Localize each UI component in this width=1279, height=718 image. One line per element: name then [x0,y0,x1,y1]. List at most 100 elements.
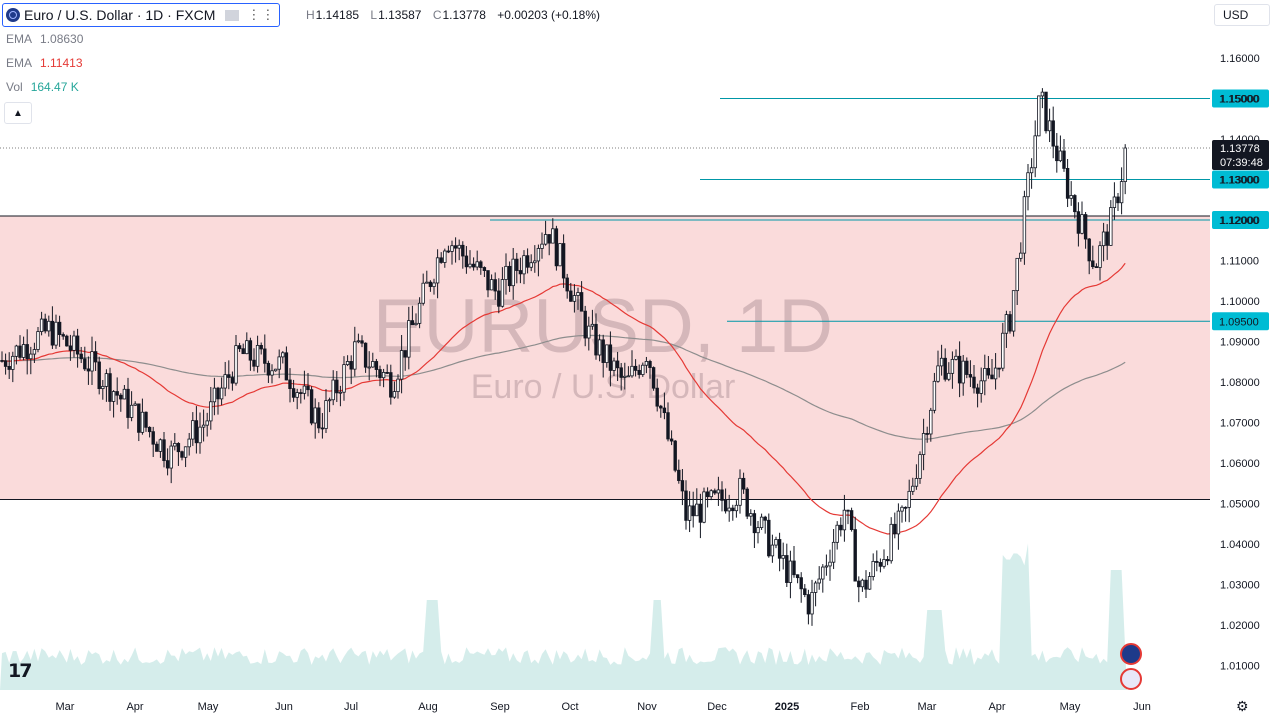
candle-body [1040,91,1045,97]
candle-body [1109,207,1113,246]
candle-body [590,323,595,327]
candle-body [540,243,544,249]
candle-body [1091,260,1095,268]
candle-body [957,355,962,384]
candle-body [57,321,62,335]
candle-body [1037,95,1041,137]
candle-body [785,555,789,583]
candle-body [97,361,101,390]
candle-body [237,345,242,350]
more-options-icon[interactable]: ⋮⋮ [247,7,276,22]
candle-body [374,361,379,370]
candle-body [1105,231,1109,246]
current-price-badge [1212,139,1269,170]
candle-body [1058,150,1063,162]
candle-body [425,281,429,284]
price-tick-label: 1.11000 [1220,256,1259,268]
candle-body [75,335,80,355]
candle-body [893,523,897,535]
current-price-label: 1.13778 [1220,143,1260,155]
candle-body [104,373,109,387]
candle-body [140,411,145,433]
ohlc-change: +0.00203 (+0.18%) [497,8,600,22]
candle-body [569,290,573,302]
volume-area [0,543,1127,690]
countdown-label: 07:39:48 [1220,157,1263,169]
candle-body [205,420,209,426]
candle-body [867,576,872,590]
indicator-ema-fast[interactable]: EMA 1.11413 [6,56,83,70]
candle-body [525,255,530,268]
candle-body [1076,211,1081,234]
candle-body [119,394,123,400]
candle-body [39,318,44,332]
candle-body [407,320,411,358]
candles [0,88,1127,626]
candle-body [47,320,51,332]
candle-body [464,255,469,268]
candle-body [414,322,418,326]
candle-body [410,320,415,326]
candle-body [1083,214,1088,240]
candle-body [342,364,346,393]
volume-bars [0,543,1127,690]
indicator-ema-slow[interactable]: EMA 1.08630 [6,32,83,46]
symbol-header[interactable]: Euro / U.S. Dollar · 1D · FXCM ⋮⋮ [2,3,281,27]
candle-body [885,559,890,562]
time-tick-label: Aug [418,701,438,713]
gear-icon[interactable]: ⚙ [1236,698,1249,714]
candle-body [824,565,829,568]
tradingview-logo-icon[interactable]: 17 [8,660,32,682]
candle-body [50,320,55,346]
candle-body [187,438,191,448]
price-level-badge [1212,89,1269,108]
indicator-value: 1.08630 [40,32,84,46]
candle-body [781,555,785,559]
candle-body [889,523,893,562]
candle-body [727,507,731,512]
candle-body [720,489,724,501]
candle-body [705,491,710,498]
candle-body [713,490,717,494]
candle-body [155,443,159,452]
candle-body [165,460,170,469]
candle-body [1101,231,1106,247]
candle-body [565,277,569,292]
candle-body [597,339,602,356]
candle-body [1116,196,1120,204]
candle-body [144,411,148,428]
price-level-badge [1212,312,1269,331]
candle-body [284,352,289,381]
candle-body [353,341,357,370]
candle-body [25,344,29,360]
ohlc-high-key: H [306,8,315,22]
candle-body [101,385,105,390]
candle-body [162,439,166,462]
candle-body [947,372,951,380]
candle-body [749,513,753,517]
candle-body [554,228,559,267]
indicator-volume[interactable]: Vol 164.47 K [6,80,79,94]
candle-body [216,387,220,400]
candle-body [932,380,937,411]
candle-body [810,592,814,615]
candle-body [191,420,195,440]
candle-body [209,401,213,422]
candle-body [1080,214,1084,234]
candle-body [147,426,152,433]
candle-body [72,335,76,351]
candle-body [687,505,692,521]
candle-body [763,516,767,521]
candle-body [1008,314,1012,332]
currency-button[interactable]: USD [1214,4,1270,26]
ohlc-low: 1.13587 [378,8,422,22]
candle-body [317,407,321,429]
collapse-indicators-button[interactable]: ▲ [4,102,32,124]
candle-body [615,360,620,369]
horizontal-levels: 1.15000 1.13000 1.12000 1.09500 1.13778 07:39… [0,89,1269,331]
support-resistance-zone [0,215,1210,500]
candle-body [299,392,303,394]
candle-body [497,290,501,307]
candle-body [587,325,591,339]
